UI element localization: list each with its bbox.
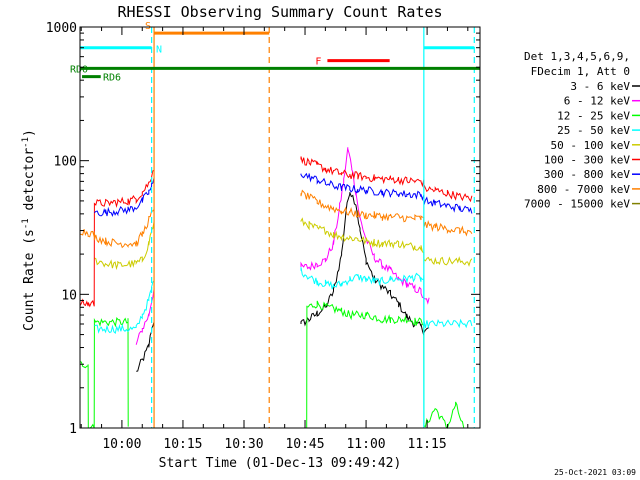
series-line-7 (79, 189, 473, 249)
axis-layer: 10:00 10:15 10:30 10:45 11:00 11:15 1 10 100 1000 (46, 21, 480, 452)
y-tick-label: 100 (54, 155, 77, 170)
x-tick-label: 10:45 (285, 437, 324, 452)
legend-entry-label: 12 - 25 keV (557, 109, 630, 122)
legend: Det 1,3,4,5,6,9, FDecim 1, Att 0 3 - 6 k… (524, 50, 640, 211)
plot-frame (79, 26, 481, 429)
series-line-2 (79, 300, 465, 429)
x-tick-label: 11:00 (346, 437, 385, 452)
x-tick-label: 10:00 (102, 437, 141, 452)
legend-entry-label: 7000 - 15000 keV (524, 198, 630, 211)
legend-header-line: Det 1,3,4,5,6,9, (524, 50, 630, 63)
series-line-4 (94, 217, 473, 271)
data-layer (79, 147, 473, 429)
state-bar-label: RD0 (70, 64, 88, 75)
legend-entry-label: 25 - 50 keV (557, 124, 630, 137)
x-tick-label: 11:15 (408, 437, 447, 452)
series-line-5 (79, 156, 473, 308)
legend-entry-label: 3 - 6 keV (570, 80, 630, 93)
x-tick-label: 10:15 (163, 437, 202, 452)
legend-entry-label: 6 - 12 keV (564, 95, 631, 108)
legend-entry-label: 300 - 800 keV (544, 168, 630, 181)
y-tick-label: 1000 (46, 21, 77, 36)
state-bar-label: F (315, 57, 321, 68)
legend-entry-label: 100 - 300 keV (544, 154, 630, 167)
y-tick-label: 1 (69, 422, 77, 437)
state-bar-label: RD6 (103, 73, 121, 84)
series-line-6 (94, 172, 473, 218)
y-tick-label: 10 (61, 288, 77, 303)
state-bar-label: N (156, 45, 162, 56)
x-tick-label: 10:30 (224, 437, 263, 452)
legend-entry-label: 50 - 100 keV (551, 139, 631, 152)
legend-header-line: FDecim 1, Att 0 (531, 65, 630, 78)
chart-title: RHESSI Observing Summary Count Rates (117, 3, 442, 21)
x-axis-label: Start Time (01-Dec-13 09:49:42) (159, 456, 402, 471)
legend-entry-label: 800 - 7000 keV (537, 183, 630, 196)
footer-date: 25-Oct-2021 03:09 (554, 468, 636, 477)
series-line-3 (94, 267, 473, 334)
y-axis-label: Count Rate (s-1 detector-1) (21, 129, 37, 331)
